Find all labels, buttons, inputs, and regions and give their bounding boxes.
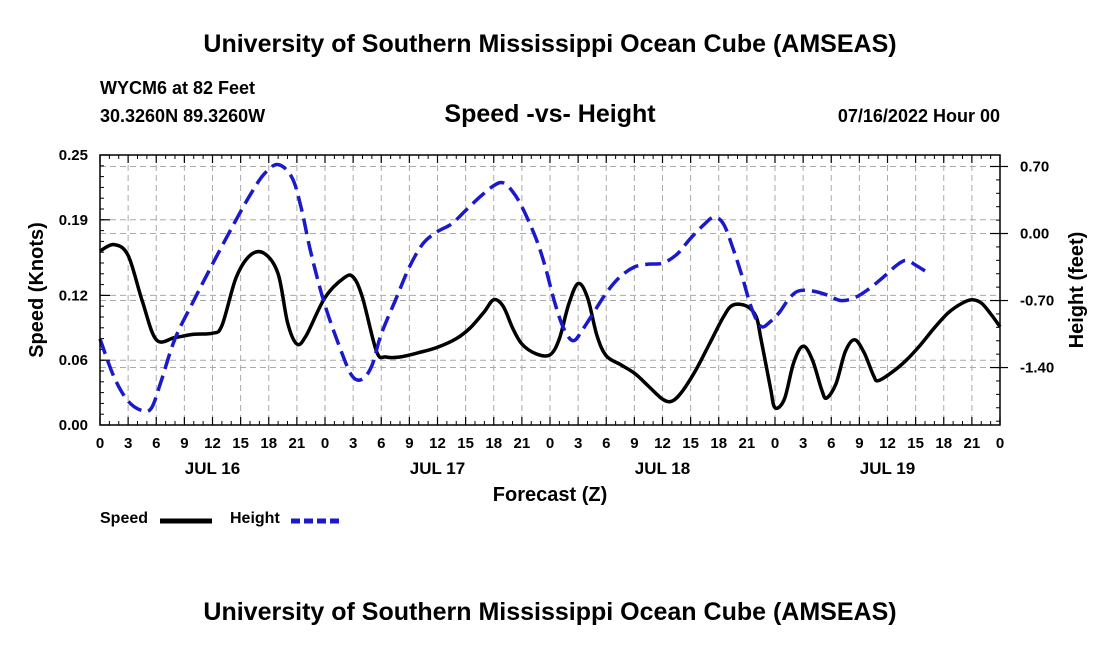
day-label: JUL 16 (185, 459, 240, 478)
forecast-datetime: 07/16/2022 Hour 00 (837, 106, 1000, 126)
day-label: JUL 17 (410, 459, 465, 478)
x-tick-label: 18 (260, 435, 277, 452)
series-lines (98, 162, 1002, 414)
axis-ticks (99, 154, 1008, 426)
y-left-tick-label: 0.25 (59, 147, 88, 164)
y-axis-title-right: Height (feet) (1066, 232, 1088, 349)
y-left-tick-label: 0.19 (59, 212, 88, 229)
chart-grid (100, 155, 1000, 425)
x-tick-label: 21 (289, 435, 306, 452)
y-right-tick-label: -1.40 (1020, 360, 1054, 377)
x-tick-label: 15 (232, 435, 249, 452)
x-tick-label: 3 (574, 435, 582, 452)
x-tick-label: 0 (996, 435, 1004, 452)
x-tick-label: 9 (405, 435, 413, 452)
x-tick-label: 9 (630, 435, 638, 452)
day-label: JUL 19 (860, 459, 915, 478)
x-tick-label: 3 (124, 435, 132, 452)
x-tick-label: 18 (710, 435, 727, 452)
plot-frame (99, 154, 1001, 426)
station-label: WYCM6 at 82 Feet (100, 78, 256, 98)
x-tick-label: 6 (377, 435, 385, 452)
x-tick-label: 12 (429, 435, 446, 452)
x-tick-label: 21 (739, 435, 756, 452)
x-tick-label: 6 (602, 435, 610, 452)
y-left-tick-label: 0.12 (59, 287, 88, 304)
x-tick-label: 0 (96, 435, 104, 452)
x-tick-label: 15 (457, 435, 474, 452)
x-tick-label: 0 (546, 435, 554, 452)
x-tick-label: 0 (321, 435, 329, 452)
coordinates-label: 30.3260N 89.3260W (100, 106, 266, 126)
x-tick-label: 15 (682, 435, 699, 452)
x-tick-label: 9 (180, 435, 188, 452)
x-tick-label: 9 (855, 435, 863, 452)
x-tick-label: 21 (964, 435, 981, 452)
legend-speed-label: Speed (100, 510, 149, 527)
x-tick-label: 18 (935, 435, 952, 452)
x-tick-label: 15 (907, 435, 924, 452)
y-axis-title-left: Speed (Knots) (26, 222, 48, 358)
legend-height-label: Height (230, 510, 280, 527)
y-left-tick-label: 0.06 (59, 352, 88, 369)
x-tick-label: 6 (152, 435, 160, 452)
x-tick-label: 12 (879, 435, 896, 452)
chart-title-top: University of Southern Mississippi Ocean… (203, 30, 897, 58)
x-tick-label: 6 (827, 435, 835, 452)
speed-series-line (99, 242, 1002, 411)
x-tick-label: 12 (654, 435, 671, 452)
y-right-tick-label: -0.70 (1020, 293, 1054, 310)
x-tick-label: 0 (771, 435, 779, 452)
day-label: JUL 18 (635, 459, 690, 478)
x-axis-title: Forecast (Z) (493, 484, 607, 506)
y-right-tick-label: 0.70 (1020, 158, 1049, 175)
chart-title-bottom: University of Southern Mississippi Ocean… (203, 598, 897, 626)
x-tick-label: 3 (349, 435, 357, 452)
axis-labels: 0 3 6 9 12 15 18 21 0 3 6 9 12 15 18 21 0 3 6 9 12 15 18 21 0 3 6 9… (59, 147, 1054, 478)
height-series-line (98, 162, 926, 414)
x-tick-label: 12 (204, 435, 221, 452)
x-tick-label: 21 (514, 435, 531, 452)
y-right-tick-label: 0.00 (1020, 226, 1049, 243)
chart-subtitle: Speed -vs- Height (444, 100, 656, 128)
y-left-tick-label: 0.00 (59, 417, 88, 434)
x-tick-label: 18 (485, 435, 502, 452)
x-tick-label: 3 (799, 435, 807, 452)
